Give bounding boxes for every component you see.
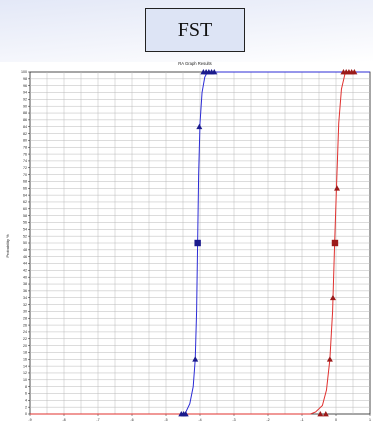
fst-label-box: FST <box>145 8 245 52</box>
series-2-curve <box>310 71 349 415</box>
y-tick-label: 46 <box>23 255 27 259</box>
y-tick-label: 4 <box>25 399 27 403</box>
y-tick-label: 66 <box>23 186 27 190</box>
series-2-triangle-marker <box>317 411 324 417</box>
series-2-triangle-marker <box>334 185 341 191</box>
x-tick-label: 0 <box>335 418 337 422</box>
x-tick-label: -9 <box>28 418 31 422</box>
y-tick-label: 94 <box>23 91 27 95</box>
y-tick-label: 30 <box>23 310 27 314</box>
series-1-triangle-marker <box>182 411 189 417</box>
y-tick-label: 38 <box>23 282 27 286</box>
y-tick-label: 62 <box>23 200 27 204</box>
chart-axes: 0246810121416182022242628303234363840424… <box>21 70 371 422</box>
series-2-triangle-marker <box>329 294 336 301</box>
y-tick-label: 64 <box>23 193 27 197</box>
y-tick-label: 68 <box>23 180 27 184</box>
series-1-triangle-marker <box>211 69 218 75</box>
y-tick-label: 58 <box>23 214 27 218</box>
y-tick-label: 96 <box>23 84 27 88</box>
y-tick-label: 76 <box>23 152 27 156</box>
x-tick-label: -5 <box>164 418 167 422</box>
x-tick-label: -6 <box>130 418 133 422</box>
y-axis-label: Probability % <box>5 234 10 258</box>
y-tick-label: 0 <box>25 412 27 416</box>
series-1-triangle-marker <box>196 123 203 130</box>
y-tick-label: 52 <box>23 234 27 238</box>
chart-markers <box>178 69 358 417</box>
y-tick-label: 44 <box>23 262 27 266</box>
x-tick-label: -1 <box>300 418 303 422</box>
y-tick-label: 22 <box>23 337 27 341</box>
x-tick-label: -2 <box>266 418 269 422</box>
chart-title: RA Graph Results <box>178 61 212 66</box>
y-tick-label: 98 <box>23 77 27 81</box>
series-2-square-marker <box>331 239 339 247</box>
y-tick-label: 24 <box>23 330 27 334</box>
y-tick-label: 48 <box>23 248 27 252</box>
series-1-curve <box>184 71 208 415</box>
y-tick-label: 74 <box>23 159 27 163</box>
y-tick-label: 20 <box>23 344 27 348</box>
series-1-triangle-marker <box>192 356 199 362</box>
y-tick-label: 80 <box>23 139 27 143</box>
y-tick-label: 100 <box>21 70 27 74</box>
x-tick-label: -7 <box>96 418 99 422</box>
x-tick-label: -4 <box>198 418 201 422</box>
y-tick-label: 70 <box>23 173 27 177</box>
y-tick-label: 92 <box>23 98 27 102</box>
y-tick-label: 26 <box>23 323 27 327</box>
y-tick-label: 54 <box>23 228 27 232</box>
y-tick-label: 32 <box>23 303 27 307</box>
y-tick-label: 72 <box>23 166 27 170</box>
x-tick-label: 1 <box>369 418 371 422</box>
y-tick-label: 12 <box>23 371 27 375</box>
y-tick-label: 82 <box>23 132 27 136</box>
y-tick-label: 56 <box>23 221 27 225</box>
y-tick-label: 14 <box>23 364 27 368</box>
y-tick-label: 86 <box>23 118 27 122</box>
y-tick-label: 36 <box>23 289 27 293</box>
y-tick-label: 28 <box>23 316 27 320</box>
y-tick-label: 60 <box>23 207 27 211</box>
y-tick-label: 84 <box>23 125 27 129</box>
y-tick-label: 90 <box>23 104 27 108</box>
y-tick-label: 88 <box>23 111 27 115</box>
series-2-triangle-marker <box>326 356 333 362</box>
series-2-triangle-marker <box>322 411 329 417</box>
y-tick-label: 34 <box>23 296 27 300</box>
y-tick-label: 40 <box>23 275 27 279</box>
y-tick-label: 2 <box>25 405 27 409</box>
y-tick-label: 8 <box>25 385 27 389</box>
y-tick-label: 10 <box>23 378 27 382</box>
x-tick-label: -8 <box>62 418 65 422</box>
y-tick-label: 6 <box>25 392 27 396</box>
x-tick-label: -3 <box>232 418 235 422</box>
y-tick-label: 78 <box>23 145 27 149</box>
series-1-square-marker <box>194 239 201 247</box>
y-tick-label: 18 <box>23 351 27 355</box>
series-2-triangle-marker <box>351 69 358 75</box>
y-tick-label: 50 <box>23 241 27 245</box>
y-tick-label: 16 <box>23 357 27 361</box>
y-tick-label: 42 <box>23 269 27 273</box>
